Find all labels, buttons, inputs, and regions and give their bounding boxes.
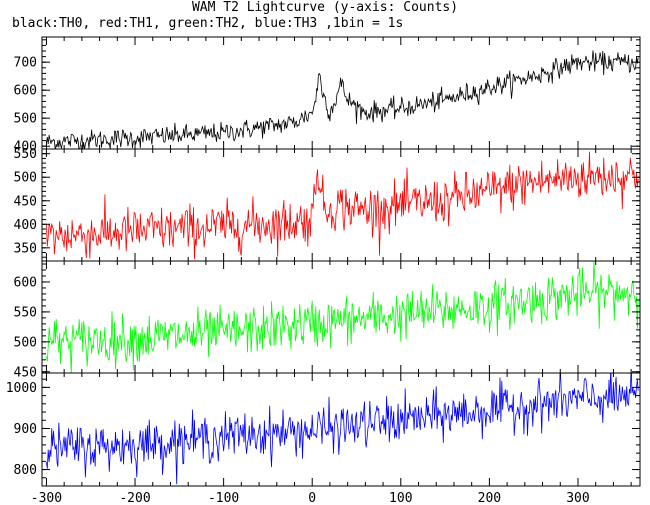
y-tick-label: 800 — [14, 463, 37, 478]
y-tick-label: 450 — [14, 194, 37, 209]
x-tick-label: -200 — [119, 491, 150, 505]
series-line-th2 — [46, 261, 639, 373]
y-tick-label: 600 — [14, 84, 37, 99]
x-tick-label: 0 — [308, 491, 316, 505]
x-tick-label: 100 — [389, 491, 412, 505]
y-tick-label: 500 — [14, 112, 37, 127]
panel-th2: 450 500 550 600 — [14, 260, 641, 380]
y-tick-label: 900 — [14, 422, 37, 437]
y-tick-label: 1000 — [6, 381, 37, 396]
y-tick-label: 450 — [14, 365, 37, 380]
y-tick-label: 700 — [14, 56, 37, 71]
y-tick-label: 500 — [14, 335, 37, 350]
y-tick-label: 400 — [14, 218, 37, 233]
panel-frame — [41, 372, 641, 487]
chart-title: WAM T2 Lightcurve (y-axis: Counts) — [191, 0, 459, 15]
x-tick-label: -300 — [31, 491, 62, 505]
y-tick-label: 550 — [14, 147, 37, 162]
series-line-th0 — [46, 50, 639, 149]
x-tick-label: 300 — [566, 491, 589, 505]
y-tick-label: 500 — [14, 171, 37, 186]
panel-th0: 400 500 600 700 — [14, 36, 641, 155]
y-tick-label: 350 — [14, 241, 37, 256]
x-tick-label: -100 — [208, 491, 239, 505]
panel-frame — [41, 148, 641, 262]
x-tick-label: 200 — [478, 491, 501, 505]
chart-subtitle: black:TH0, red:TH1, green:TH2, blue:TH3 … — [12, 16, 404, 31]
panel-th1: 350 400 450 500 550 — [14, 147, 641, 262]
series-line-th3 — [46, 373, 639, 485]
panel-th3: 800 900 1000 — [6, 372, 641, 487]
y-tick-label: 550 — [14, 305, 37, 320]
series-line-th1 — [46, 151, 639, 260]
panel-frame — [41, 36, 641, 150]
y-tick-label: 600 — [14, 275, 37, 290]
y-tick-label: 400 — [14, 140, 37, 155]
